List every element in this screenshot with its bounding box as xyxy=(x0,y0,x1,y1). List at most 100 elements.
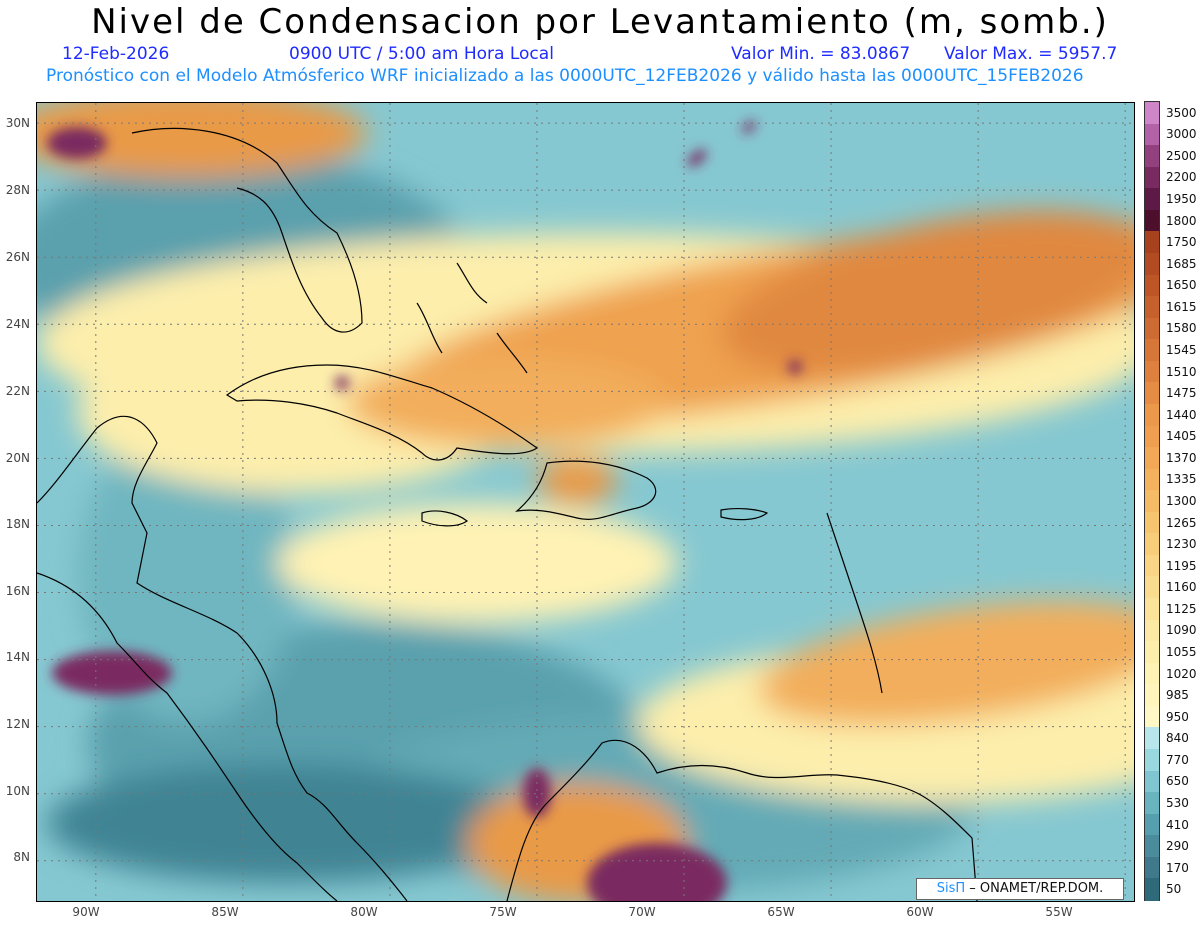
colorbar-segment xyxy=(1145,447,1159,470)
colorbar-tick-label: 985 xyxy=(1166,688,1189,703)
graticule xyxy=(37,103,1134,901)
lat-label: 14N xyxy=(5,650,30,664)
credit-brand: SisΠ xyxy=(936,881,966,896)
colorbar-tick-label: 1405 xyxy=(1166,429,1197,444)
colorbar xyxy=(1144,101,1160,901)
shaded-field xyxy=(37,103,1134,901)
credit-box: SisΠ – ONAMET/REP.DOM. xyxy=(916,878,1124,900)
colorbar-segment xyxy=(1145,360,1159,383)
chart-title: Nivel de Condensacion por Levantamiento … xyxy=(91,2,1109,42)
colorbar-segment xyxy=(1145,166,1159,189)
min-value: Valor Min. = 83.0867 xyxy=(731,44,911,64)
lat-label: 22N xyxy=(5,384,30,398)
lat-label: 16N xyxy=(5,584,30,598)
colorbar-tick-label: 1685 xyxy=(1166,256,1197,271)
colorbar-segment xyxy=(1145,490,1159,513)
colorbar-tick-label: 1650 xyxy=(1166,278,1197,293)
forecast-time: 0900 UTC / 5:00 am Hora Local xyxy=(289,44,554,64)
colorbar-tick-label: 770 xyxy=(1166,752,1189,767)
lat-label: 24N xyxy=(5,317,30,331)
colorbar-tick-label: 1265 xyxy=(1166,515,1197,530)
coastlines xyxy=(37,127,978,901)
forecast-date: 12-Feb-2026 xyxy=(62,44,170,64)
colorbar-tick-label: 1055 xyxy=(1166,644,1197,659)
colorbar-segment xyxy=(1145,705,1159,729)
lat-label: 18N xyxy=(5,517,30,531)
colorbar-tick-label: 1195 xyxy=(1166,558,1197,573)
lat-label: 26N xyxy=(5,250,30,264)
colorbar-tick-label: 1090 xyxy=(1166,623,1197,638)
colorbar-segment xyxy=(1145,123,1159,146)
colorbar-tick-label: 1020 xyxy=(1166,666,1197,681)
colorbar-segment xyxy=(1145,835,1159,858)
max-value: Valor Max. = 5957.7 xyxy=(944,44,1118,64)
lat-label: 30N xyxy=(5,116,30,130)
colorbar-segment xyxy=(1145,576,1159,599)
colorbar-tick-label: 1300 xyxy=(1166,494,1197,508)
colorbar-segment xyxy=(1145,382,1159,405)
colorbar-tick-label: 1125 xyxy=(1166,601,1197,616)
colorbar-tick-label: 950 xyxy=(1166,709,1189,724)
colorbar-segment xyxy=(1145,770,1159,793)
colorbar-tick-label: 1615 xyxy=(1166,299,1197,314)
lon-label: 75W xyxy=(489,905,517,919)
colorbar-segment xyxy=(1145,188,1159,211)
colorbar-segment xyxy=(1145,511,1159,534)
lat-label: 8N xyxy=(13,850,30,864)
colorbar-tick-label: 1950 xyxy=(1166,192,1197,207)
colorbar-tick-label: 1440 xyxy=(1166,407,1197,422)
colorbar-segment xyxy=(1145,856,1159,880)
lat-label: 28N xyxy=(5,183,30,197)
colorbar-tick-label: 530 xyxy=(1166,795,1189,810)
lon-label: 55W xyxy=(1045,905,1073,919)
colorbar-segment xyxy=(1145,425,1159,448)
colorbar-tick-label: 1545 xyxy=(1166,343,1197,358)
colorbar-tick-label: 3000 xyxy=(1166,127,1197,142)
colorbar-segment xyxy=(1145,102,1159,125)
lon-label: 60W xyxy=(906,905,934,919)
high-values xyxy=(47,119,802,901)
colorbar-segment xyxy=(1145,231,1159,254)
colorbar-segment xyxy=(1145,813,1159,836)
lat-label: 20N xyxy=(5,451,30,465)
lon-label: 70W xyxy=(628,905,656,919)
colorbar-segment xyxy=(1145,317,1159,340)
colorbar-tick-label: 840 xyxy=(1166,731,1189,746)
lat-label: 10N xyxy=(5,784,30,798)
colorbar-segment xyxy=(1145,339,1159,362)
colorbar-segment xyxy=(1145,619,1159,642)
lon-label: 65W xyxy=(767,905,795,919)
colorbar-segment xyxy=(1145,209,1159,232)
colorbar-segment xyxy=(1145,274,1159,297)
model-info-line: Pronóstico con el Modelo Atmósferico WRF… xyxy=(46,66,1084,86)
colorbar-segment xyxy=(1145,792,1159,815)
colorbar-segment xyxy=(1145,468,1159,491)
colorbar-segment xyxy=(1145,684,1159,707)
colorbar-segment xyxy=(1145,662,1159,685)
colorbar-tick-label: 1800 xyxy=(1166,213,1197,228)
colorbar-segment xyxy=(1145,296,1159,319)
colorbar-tick-label: 1510 xyxy=(1166,364,1197,379)
colorbar-tick-label: 2500 xyxy=(1166,148,1197,163)
colorbar-tick-label: 1160 xyxy=(1166,580,1197,595)
colorbar-segment xyxy=(1145,533,1159,556)
colorbar-segment xyxy=(1145,252,1159,276)
colorbar-segment xyxy=(1145,727,1159,750)
colorbar-segment xyxy=(1145,878,1159,901)
colorbar-segment xyxy=(1145,598,1159,621)
lon-label: 85W xyxy=(211,905,239,919)
colorbar-segment xyxy=(1145,403,1159,427)
condensation-level-map xyxy=(36,102,1135,902)
colorbar-tick-label: 1230 xyxy=(1166,537,1197,552)
colorbar-segment xyxy=(1145,641,1159,664)
colorbar-segment xyxy=(1145,554,1159,578)
lon-label: 80W xyxy=(350,905,378,919)
colorbar-tick-label: 1750 xyxy=(1166,235,1197,250)
colorbar-tick-label: 1370 xyxy=(1166,450,1197,465)
colorbar-tick-label: 2200 xyxy=(1166,170,1197,185)
lat-label: 12N xyxy=(5,717,30,731)
colorbar-tick-label: 1335 xyxy=(1166,472,1197,487)
colorbar-tick-label: 1475 xyxy=(1166,386,1197,401)
colorbar-segment xyxy=(1145,749,1159,772)
colorbar-tick-label: 290 xyxy=(1166,839,1189,854)
